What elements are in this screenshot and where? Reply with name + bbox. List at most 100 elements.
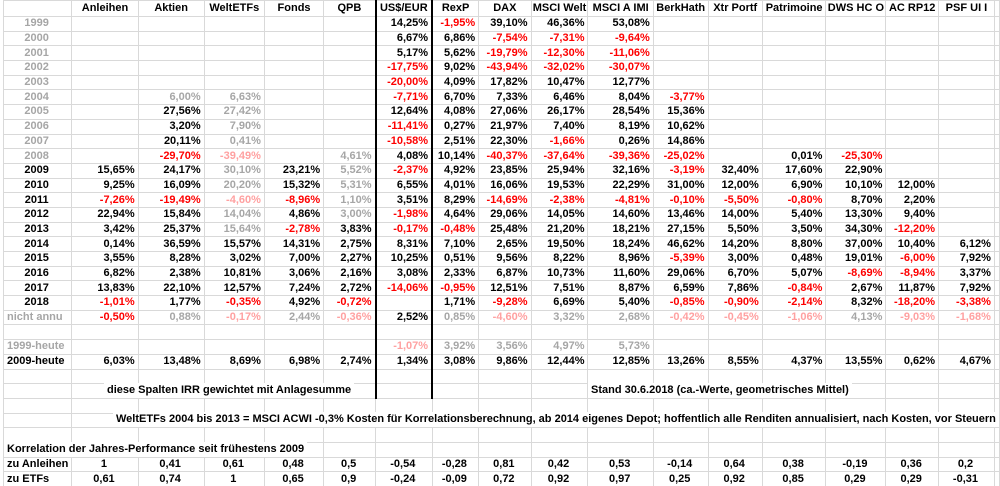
cell-aktien-2007[interactable]: 20,11% [137, 133, 205, 150]
cell-rexp-2015[interactable]: 0,51% [431, 251, 480, 267]
cell-xtr-portf-r24[interactable] [707, 368, 763, 385]
cell-xtr-portf-2003[interactable] [707, 74, 763, 91]
cell-patrimoine-zu-anleihen[interactable]: 0,38 [761, 456, 827, 473]
cell-anleihen-2003[interactable] [71, 74, 139, 91]
cell-msci-welt-zu-etfs[interactable]: 0,92 [530, 471, 589, 486]
cell-msci-a-imi-r28[interactable] [587, 427, 654, 443]
cell-dax-2008[interactable]: -40,37% [478, 148, 532, 164]
cell-xtr-portf-2004[interactable] [707, 89, 763, 106]
cell-msci-a-imi-2009[interactable]: 32,16% [587, 162, 654, 179]
cell-fonds-r28[interactable] [263, 427, 325, 443]
cell-psf-ui-i-2002[interactable] [938, 60, 995, 76]
cell-aktien-2004[interactable]: 6,00% [137, 89, 205, 106]
cell-fonds-2015[interactable]: 7,00% [263, 251, 325, 267]
cell-berkhath-2010[interactable]: 31,00% [652, 177, 709, 194]
cell-anleihen-2007[interactable] [71, 133, 139, 150]
cell-fonds-2008[interactable] [263, 148, 325, 164]
column-header-qpb[interactable]: QPB [323, 0, 377, 17]
cell-dws-hc-o-2004[interactable] [825, 89, 887, 106]
cell-us-eur-2011[interactable]: 3,51% [374, 192, 434, 208]
cell-xtr-portf-zu-anleihen[interactable]: 0,64 [707, 456, 763, 473]
cell-aktien-2006[interactable]: 3,20% [137, 118, 205, 135]
correlation-section-title[interactable]: Korrelation der Jahres-Performance seit … [4, 442, 308, 457]
cell-xtr-portf-nicht-annu[interactable]: -0,45% [707, 309, 763, 326]
cell-dax-2014[interactable]: 2,65% [478, 236, 532, 252]
cell-ac-rp12-2014[interactable]: 10,40% [885, 236, 940, 252]
cell-us-eur-2008[interactable]: 4,08% [374, 148, 434, 164]
cell-aktien-r26[interactable] [137, 397, 205, 414]
cell-patrimoine-r24[interactable] [761, 368, 827, 385]
cell-patrimoine-2009-heute[interactable]: 4,37% [761, 353, 827, 370]
cell-rexp-2018[interactable]: 1,71% [431, 295, 480, 311]
cell-rexp-2011[interactable]: 8,29% [431, 192, 480, 208]
cell-xtr-portf-zu-etfs[interactable]: 0,92 [707, 471, 763, 486]
cell-dax-2017[interactable]: 12,51% [478, 280, 532, 297]
cell-weltetfs-2008[interactable]: -39,49% [203, 148, 265, 164]
cell-weltetfs-2004[interactable]: 6,63% [203, 89, 265, 106]
cell-aktien-zu-etfs[interactable]: 0,74 [137, 471, 205, 486]
cell-berkhath-2001[interactable] [652, 45, 709, 62]
cell-qpb-2011[interactable]: 1,10% [323, 192, 377, 208]
cell-msci-a-imi-2002[interactable]: -30,07% [587, 60, 654, 76]
cell-aktien-2017[interactable]: 22,10% [137, 280, 205, 297]
cell-patrimoine-r21[interactable] [761, 324, 827, 341]
row-label-2013[interactable]: 2013 [2, 221, 73, 238]
cell-fonds-2010[interactable]: 15,32% [263, 177, 325, 194]
cell-msci-welt-2014[interactable]: 19,50% [530, 236, 589, 252]
cell-patrimoine-2017[interactable]: -0,84% [761, 280, 827, 297]
row-label-2012[interactable]: 2012 [2, 206, 73, 223]
cell-aktien-2002[interactable] [137, 60, 205, 76]
cell-dax-r25[interactable] [478, 383, 532, 399]
cell-anleihen-2011[interactable]: -7,26% [71, 192, 139, 208]
cell-xtr-portf-2013[interactable]: 5,50% [707, 221, 763, 238]
cell-qpb-2000[interactable] [323, 30, 377, 47]
cell-dws-hc-o-r24[interactable] [825, 368, 887, 385]
cell-xtr-portf-1999-heute[interactable] [707, 339, 763, 355]
cell-msci-welt-2013[interactable]: 21,20% [530, 221, 589, 238]
cell-psf-ui-i-r28[interactable] [938, 427, 995, 443]
cell-dws-hc-o-zu-etfs[interactable]: 0,29 [825, 471, 887, 486]
cell-anleihen-2012[interactable]: 22,94% [71, 206, 139, 223]
cell-us-eur-r21[interactable] [374, 324, 434, 341]
cell-aktien-2016[interactable]: 2,38% [137, 265, 205, 282]
cell-ac-rp12-2002[interactable] [885, 60, 940, 76]
cell-xtr-portf-r21[interactable] [707, 324, 763, 341]
cell-psf-ui-i-1999[interactable] [938, 16, 995, 32]
cell-rexp-2016[interactable]: 2,33% [431, 265, 480, 282]
cell-berkhath-r21[interactable] [652, 324, 709, 341]
cell-psf-ui-i-r26[interactable] [938, 397, 995, 414]
row-label-blank-21[interactable] [2, 324, 73, 341]
cell-rexp-2007[interactable]: 2,51% [431, 133, 480, 150]
cell-fonds-r26[interactable] [263, 397, 325, 414]
cell-weltetfs-2009[interactable]: 30,10% [203, 162, 265, 179]
cell-us-eur-2013[interactable]: -0,17% [374, 221, 434, 238]
cell-berkhath-2006[interactable]: 10,62% [652, 118, 709, 135]
cell-us-eur-2017[interactable]: -14,06% [374, 280, 434, 297]
cell-qpb-2002[interactable] [323, 60, 377, 76]
cell-berkhath-2013[interactable]: 27,15% [652, 221, 709, 238]
cell-rexp-2004[interactable]: 6,70% [431, 89, 480, 106]
cell-dws-hc-o-2011[interactable]: 8,70% [825, 192, 887, 208]
cell-berkhath-2009[interactable]: -3,19% [652, 162, 709, 179]
cell-anleihen-zu-etfs[interactable]: 0,61 [71, 471, 139, 486]
cell-us-eur-zu-etfs[interactable]: -0,24 [375, 471, 433, 486]
cell-ac-rp12-2008[interactable] [885, 148, 940, 164]
cell-fonds-2000[interactable] [263, 30, 325, 47]
cell-dax-r26[interactable] [478, 397, 532, 414]
cell-fonds-zu-etfs[interactable]: 0,65 [263, 471, 325, 486]
cell-psf-ui-i-r24[interactable] [938, 368, 995, 385]
cell-dws-hc-o-2001[interactable] [825, 45, 887, 62]
column-header-aktien[interactable]: Aktien [137, 0, 205, 17]
cell-anleihen-2006[interactable] [71, 118, 139, 135]
cell-patrimoine-2001[interactable] [761, 45, 827, 62]
cell-patrimoine-2013[interactable]: 3,50% [761, 221, 827, 238]
cell-psf-ui-i-2001[interactable] [938, 45, 995, 62]
cell-msci-a-imi-2013[interactable]: 18,21% [587, 221, 654, 238]
cell-msci-welt-r29[interactable] [530, 441, 589, 458]
cell-xtr-portf-2005[interactable] [707, 104, 763, 120]
cell-msci-a-imi-2012[interactable]: 14,60% [587, 206, 654, 223]
cell-anleihen-2010[interactable]: 9,25% [71, 177, 139, 194]
cell-qpb-r21[interactable] [323, 324, 377, 341]
cell-weltetfs-2012[interactable]: 14,04% [203, 206, 265, 223]
cell-ac-rp12-2011[interactable]: 2,20% [885, 192, 940, 208]
